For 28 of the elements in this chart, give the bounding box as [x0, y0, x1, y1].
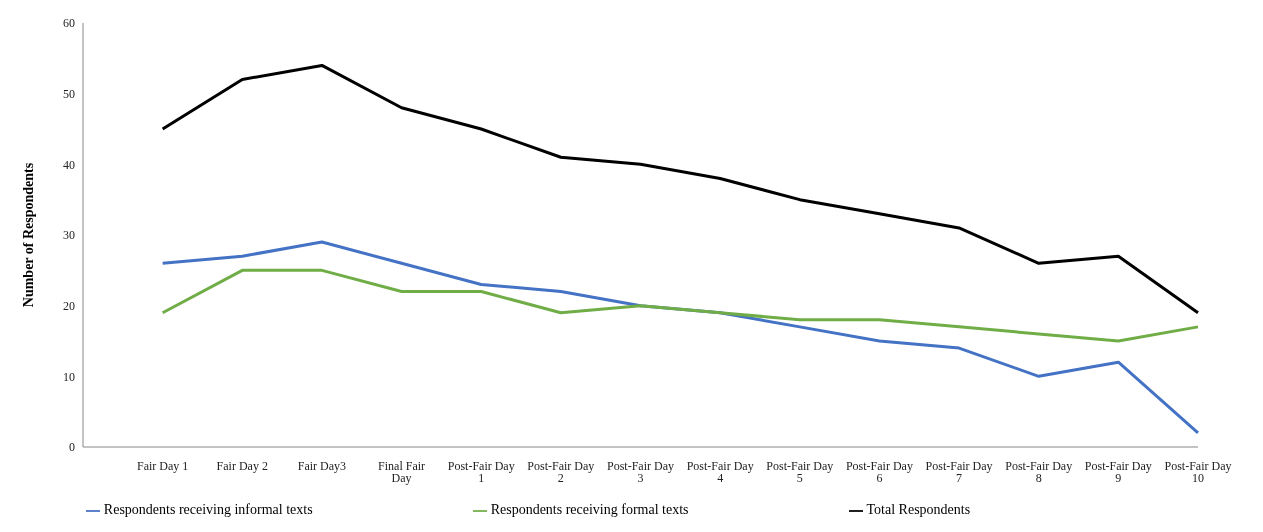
- y-tick-label: 10: [63, 369, 75, 384]
- x-tick-label: Post-Fair Day 2: [527, 458, 595, 485]
- x-tick-label: Post-Fair Day 8: [1005, 458, 1073, 485]
- x-tick-label: Fair Day 1: [136, 458, 189, 473]
- x-tick-label: Post-Fair Day 9: [1084, 458, 1152, 485]
- x-tick-label: Fair Day3: [297, 458, 347, 473]
- line-series: [161, 240, 1200, 435]
- x-tick-label: Post-Fair Day 5: [766, 458, 834, 485]
- y-tick-label: 50: [63, 86, 75, 101]
- x-tick-label: Post-Fair Day 3: [607, 458, 674, 485]
- x-tick-label: Post-Fair Day 10: [1164, 458, 1232, 485]
- x-tick-label: Post-Fair Day 1: [447, 458, 515, 485]
- x-tick-label: Post-Fair Day 4: [686, 458, 754, 485]
- y-axis-title: Number of Respondents: [20, 162, 36, 308]
- y-tick-label: 40: [63, 157, 75, 172]
- x-tick-label: Post-Fair Day 7: [925, 458, 993, 485]
- y-tick-label: 30: [63, 228, 75, 243]
- y-tick-label: 0: [69, 440, 75, 455]
- legend-label: Total Respondents: [866, 502, 971, 517]
- y-tick-label: 60: [63, 16, 75, 31]
- line-series: [161, 268, 1200, 343]
- legend-label: Respondents receiving formal texts: [490, 502, 689, 517]
- x-tick-label: Fair Day 2: [216, 458, 268, 473]
- y-tick-label: 20: [63, 298, 75, 313]
- x-tick-label: Final Fair Day: [378, 458, 426, 485]
- legend-label: Respondents receiving informal texts: [103, 502, 313, 517]
- line-series: [161, 63, 1200, 315]
- x-tick-label: Post-Fair Day 6: [845, 458, 913, 485]
